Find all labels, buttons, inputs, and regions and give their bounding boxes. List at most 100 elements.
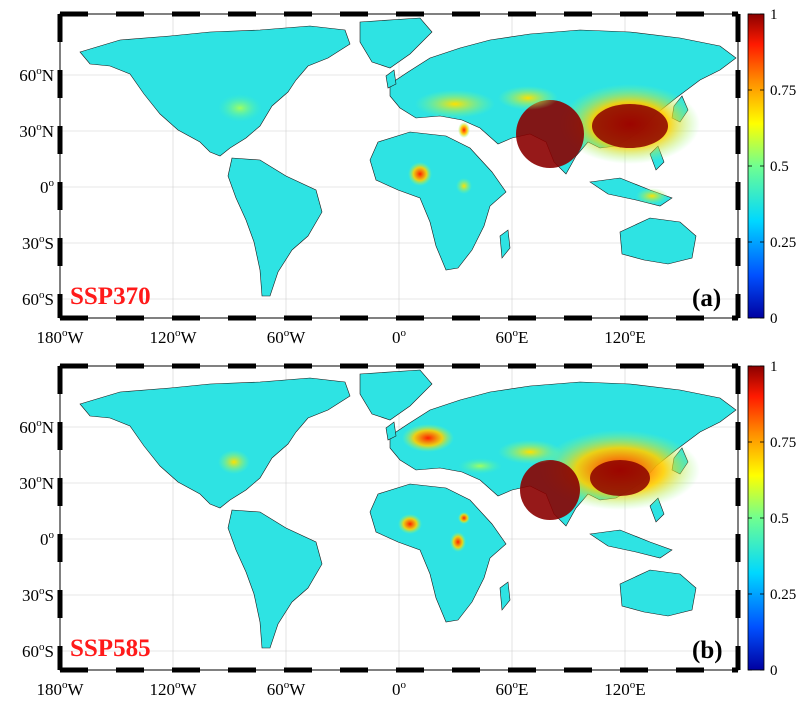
frame-tick	[228, 667, 256, 673]
frame-tick	[676, 11, 704, 17]
frame-tick	[396, 667, 424, 673]
lon-tick-label: 60oW	[267, 679, 307, 699]
lon-tick-label: 60oE	[496, 327, 529, 347]
frame-tick	[452, 363, 480, 369]
colorbar-tick-label: 0	[770, 663, 778, 679]
frame-tick	[228, 363, 256, 369]
panel-label: (b)	[692, 637, 723, 664]
lon-tick-label: 60oW	[267, 327, 307, 347]
frame-tick	[340, 315, 368, 321]
frame-tick	[735, 590, 741, 618]
frame-tick	[676, 667, 704, 673]
lat-tick-label: 60oN	[19, 417, 54, 437]
frame-ticks	[57, 11, 741, 321]
frame-tick	[735, 126, 741, 154]
frame-tick	[735, 70, 741, 98]
frame-tick	[116, 315, 144, 321]
lon-tick-label: 0o	[392, 679, 407, 699]
frame-tick	[396, 11, 424, 17]
lat-tick-label: 60oS	[22, 641, 54, 661]
frame-tick	[57, 126, 63, 154]
lat-tick-label: 0o	[40, 529, 55, 549]
frame-tick	[735, 422, 741, 450]
frame-tick	[60, 315, 88, 321]
frame-tick	[172, 315, 200, 321]
frame-tick	[564, 363, 592, 369]
frame-tick	[340, 11, 368, 17]
frame-tick	[735, 366, 741, 394]
lon-tick-label: 60oE	[496, 679, 529, 699]
frame-tick	[57, 534, 63, 562]
lat-tick-label: 30oS	[22, 233, 54, 253]
frame-tick	[452, 11, 480, 17]
frame-tick	[735, 14, 741, 42]
frame-tick	[735, 182, 741, 210]
frame-tick	[60, 11, 88, 17]
frame-tick	[508, 315, 536, 321]
lon-tick-label: 120oW	[149, 679, 197, 699]
frame-tick	[735, 478, 741, 506]
frame-tick	[508, 11, 536, 17]
frame-tick	[57, 646, 63, 670]
lon-tick-label: 120oW	[149, 327, 197, 347]
lon-tick-label: 120oE	[604, 327, 645, 347]
panel-label: (a)	[692, 285, 721, 312]
frame-tick	[676, 315, 704, 321]
heat-overlay	[218, 84, 700, 204]
colorbar-tick-label: 0	[770, 311, 778, 327]
frame-tick	[508, 667, 536, 673]
frame-tick	[57, 70, 63, 98]
frame-ticks	[57, 363, 741, 673]
colorbar-tick-label: 0.25	[770, 235, 796, 251]
frame-tick	[735, 294, 741, 318]
frame-tick	[57, 238, 63, 266]
frame-tick	[284, 11, 312, 17]
frame-tick	[284, 363, 312, 369]
frame-tick	[57, 478, 63, 506]
lat-tick-label: 30oN	[19, 121, 54, 141]
colorbar-tick-label: 1	[770, 359, 778, 375]
frame-tick	[57, 14, 63, 42]
frame-tick	[732, 315, 738, 321]
map-panel-b: SSP585 (b)	[57, 363, 741, 673]
land-masses	[79, 17, 737, 297]
frame-tick	[60, 363, 88, 369]
frame-tick	[620, 315, 648, 321]
map-panel-a: SSP370 (a)	[57, 11, 741, 321]
frame-tick	[735, 534, 741, 562]
axis-labels: 60oN 30oN 0o 30oS 60oS 180oW 120oW 60oW 0o 60oE 12…	[19, 65, 645, 699]
frame-tick	[396, 363, 424, 369]
frame-tick	[57, 590, 63, 618]
lat-tick-label: 0o	[40, 177, 55, 197]
frame-tick	[116, 667, 144, 673]
frame-tick	[676, 363, 704, 369]
colorbar-b: 0 0.25 0.5 0.75 1	[747, 359, 796, 679]
frame-tick	[620, 667, 648, 673]
frame-tick	[452, 667, 480, 673]
frame-tick	[396, 315, 424, 321]
frame-tick	[620, 363, 648, 369]
lon-tick-label: 0o	[392, 327, 407, 347]
frame-tick	[564, 667, 592, 673]
colorbar-tick-label: 0.5	[770, 511, 789, 527]
frame-tick	[284, 315, 312, 321]
colorbar-tick-label: 0.25	[770, 587, 796, 603]
frame-tick	[57, 182, 63, 210]
frame-tick	[452, 315, 480, 321]
heat-overlay	[218, 424, 700, 552]
frame-tick	[732, 667, 738, 673]
colorbar-a: 0 0.25 0.5 0.75 1	[747, 7, 796, 327]
frame-tick	[57, 422, 63, 450]
frame-tick	[116, 11, 144, 17]
frame-tick	[620, 11, 648, 17]
lat-tick-label: 30oS	[22, 585, 54, 605]
scenario-label: SSP585	[70, 635, 151, 662]
frame-tick	[228, 11, 256, 17]
colorbar-tick-label: 0.75	[770, 83, 796, 99]
scenario-label: SSP370	[70, 283, 151, 310]
frame-tick	[116, 363, 144, 369]
lat-tick-label: 60oS	[22, 289, 54, 309]
frame-tick	[564, 11, 592, 17]
frame-tick	[228, 315, 256, 321]
